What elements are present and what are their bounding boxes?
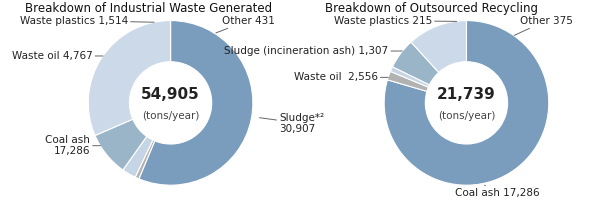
Wedge shape — [139, 21, 253, 185]
Text: Other 431: Other 431 — [216, 16, 274, 33]
Text: Coal ash 17,286: Coal ash 17,286 — [455, 185, 540, 198]
Wedge shape — [95, 119, 147, 170]
Text: Sludge*²
30,907: Sludge*² 30,907 — [259, 113, 325, 134]
Text: Breakdown of Industrial Waste Generated: Breakdown of Industrial Waste Generated — [25, 3, 272, 15]
Text: (tons/year): (tons/year) — [142, 111, 199, 121]
Wedge shape — [388, 71, 428, 91]
Text: Waste plastics 215: Waste plastics 215 — [334, 16, 457, 26]
Wedge shape — [391, 67, 430, 87]
Text: (tons/year): (tons/year) — [438, 111, 495, 121]
Text: Breakdown of Outsourced Recycling: Breakdown of Outsourced Recycling — [325, 3, 538, 15]
Text: Waste oil  2,556: Waste oil 2,556 — [293, 72, 388, 82]
Text: 54,905: 54,905 — [141, 87, 200, 102]
Text: 21,739: 21,739 — [437, 87, 496, 102]
Text: Coal ash
17,286: Coal ash 17,286 — [45, 135, 101, 156]
Wedge shape — [135, 140, 155, 179]
Wedge shape — [384, 21, 549, 185]
Text: Waste oil 4,767: Waste oil 4,767 — [11, 51, 103, 61]
Wedge shape — [88, 21, 170, 135]
Wedge shape — [411, 21, 466, 73]
Text: Sludge (incineration ash) 1,307: Sludge (incineration ash) 1,307 — [224, 46, 402, 56]
Wedge shape — [123, 137, 153, 177]
Text: Other 375: Other 375 — [514, 16, 573, 35]
Text: Waste plastics 1,514: Waste plastics 1,514 — [20, 16, 154, 26]
Wedge shape — [392, 42, 439, 85]
